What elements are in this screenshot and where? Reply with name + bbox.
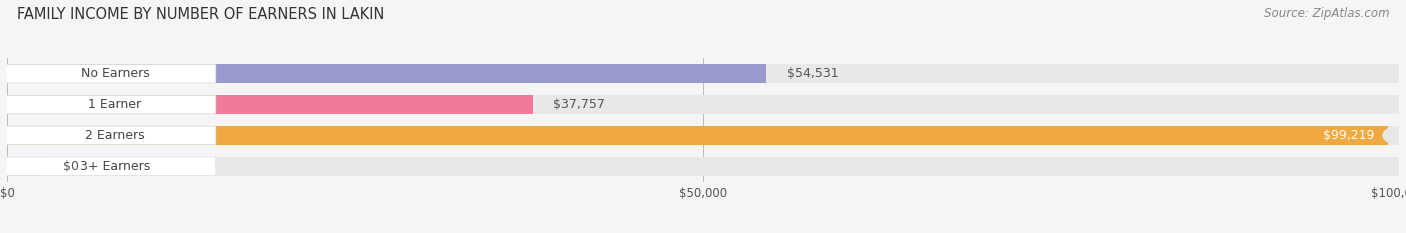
Text: $54,531: $54,531 bbox=[787, 67, 838, 80]
Bar bbox=[7, 126, 1388, 145]
Ellipse shape bbox=[1382, 95, 1406, 114]
Bar bbox=[7, 126, 1399, 145]
FancyBboxPatch shape bbox=[0, 65, 217, 83]
Text: No Earners: No Earners bbox=[80, 67, 149, 80]
Ellipse shape bbox=[1382, 64, 1406, 83]
FancyBboxPatch shape bbox=[0, 95, 217, 114]
FancyBboxPatch shape bbox=[0, 126, 217, 145]
Bar bbox=[7, 95, 533, 114]
Bar bbox=[7, 64, 1399, 83]
Text: 2 Earners: 2 Earners bbox=[86, 129, 145, 142]
Text: FAMILY INCOME BY NUMBER OF EARNERS IN LAKIN: FAMILY INCOME BY NUMBER OF EARNERS IN LA… bbox=[17, 7, 384, 22]
FancyBboxPatch shape bbox=[0, 157, 217, 176]
Text: Source: ZipAtlas.com: Source: ZipAtlas.com bbox=[1264, 7, 1389, 20]
Bar bbox=[7, 64, 766, 83]
Ellipse shape bbox=[1382, 157, 1406, 176]
Bar bbox=[7, 157, 42, 176]
Bar bbox=[7, 95, 1399, 114]
Text: $99,219: $99,219 bbox=[1323, 129, 1374, 142]
Ellipse shape bbox=[1382, 126, 1406, 145]
Text: $37,757: $37,757 bbox=[554, 98, 606, 111]
Text: 3+ Earners: 3+ Earners bbox=[80, 160, 150, 173]
Bar bbox=[7, 157, 1399, 176]
Text: $0: $0 bbox=[63, 160, 79, 173]
Text: 1 Earner: 1 Earner bbox=[89, 98, 142, 111]
